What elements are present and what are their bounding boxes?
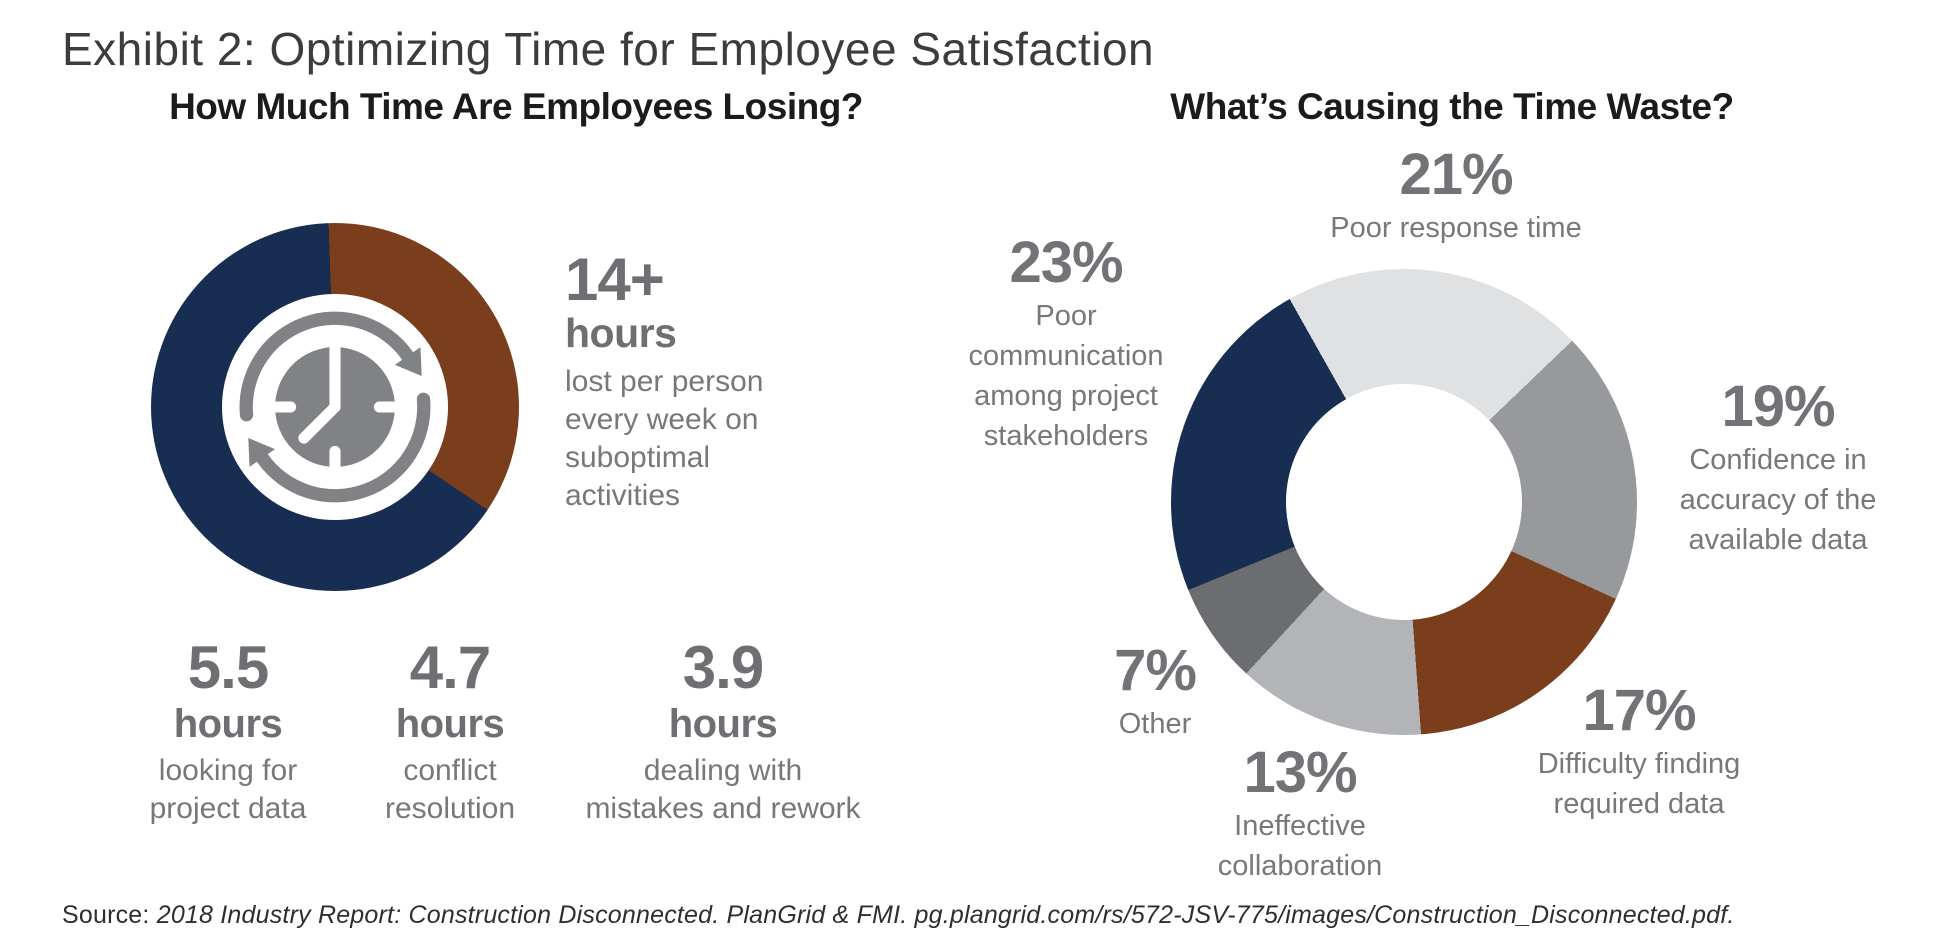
stat-value: 3.9 <box>682 634 764 701</box>
segment-pct: 23% <box>1009 230 1123 295</box>
stat-unit: hours <box>668 702 778 746</box>
segment-pct: 7% <box>1114 638 1197 703</box>
segment-label-poor-communication: 23% Poor communication among project sta… <box>940 234 1192 456</box>
segment-name: Poor communication among project stakeho… <box>968 300 1164 452</box>
stat-unit: hours <box>565 310 677 356</box>
exhibit-title: Exhibit 2: Optimizing Time for Employee … <box>62 23 1155 75</box>
segment-label-other: 7% Other <box>1085 642 1225 744</box>
source-prefix: Source: <box>62 901 150 929</box>
segment-label-difficulty-finding-data: 17% Difficulty finding required data <box>1508 682 1770 824</box>
stat-description: conflict resolution <box>384 754 516 825</box>
segment-name: Difficulty finding required data <box>1537 748 1741 820</box>
clock-refresh-icon <box>239 311 431 503</box>
stat-unit: hours <box>173 702 283 746</box>
source-citation: 2018 Industry Report: Construction Disco… <box>156 901 1735 929</box>
stat-description: lost per person every week on suboptimal… <box>565 365 764 513</box>
breakdown-stat-looking-for-data: 5.5 hours looking for project data <box>118 638 338 828</box>
stat-unit: hours <box>395 702 505 746</box>
segment-pct: 13% <box>1243 740 1357 805</box>
segment-name: Ineffective collaboration <box>1217 810 1383 882</box>
breakdown-stat-conflict-resolution: 4.7 hours conflict resolution <box>350 638 550 828</box>
segment-pct: 17% <box>1582 678 1696 743</box>
stat-description: dealing with mistakes and rework <box>585 754 861 825</box>
segment-pct: 21% <box>1399 142 1513 207</box>
stat-value: 14+ <box>565 246 665 313</box>
segment-name: Poor response time <box>1330 212 1582 244</box>
time-lost-donut <box>151 223 519 591</box>
stat-value: 5.5 <box>187 634 269 701</box>
segment-label-ineffective-collaboration: 13% Ineffective collaboration <box>1180 744 1420 886</box>
left-chart-title: How Much Time Are Employees Losing? <box>169 86 863 127</box>
segment-label-confidence-accuracy: 19% Confidence in accuracy of the availa… <box>1647 378 1909 560</box>
stat-description: looking for project data <box>149 754 307 825</box>
stat-value: 4.7 <box>409 634 491 701</box>
breakdown-stat-mistakes-rework: 3.9 hours dealing with mistakes and rewo… <box>503 638 943 828</box>
center-stat-block: 14+ hours lost per person every week on … <box>565 250 825 515</box>
segment-pct: 19% <box>1721 374 1835 439</box>
right-chart-title: What’s Causing the Time Waste? <box>1170 86 1734 127</box>
source-line: Source: 2018 Industry Report: Constructi… <box>62 901 1735 930</box>
segment-name: Other <box>1118 708 1192 740</box>
segment-label-poor-response-time: 21% Poor response time <box>1316 146 1596 248</box>
time-waste-donut <box>1171 269 1637 735</box>
segment-name: Confidence in accuracy of the available … <box>1679 444 1877 556</box>
